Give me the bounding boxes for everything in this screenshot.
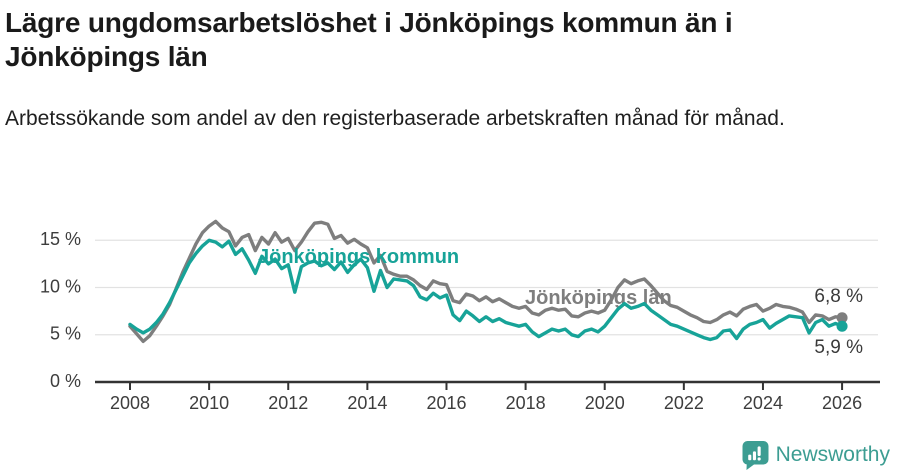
x-tick-label: 2018 bbox=[506, 393, 546, 413]
y-tick-label: 5 % bbox=[50, 324, 81, 344]
series-line-j-nk-pings-kommun bbox=[128, 238, 844, 342]
series-end-dot-j-nk-pings-l-n bbox=[836, 312, 848, 324]
x-tick-label: 2012 bbox=[268, 393, 308, 413]
series-line-j-nk-pings-l-n bbox=[128, 219, 844, 344]
series-end-value-label: 5,9 % bbox=[814, 337, 863, 358]
series-label: Jönköpings län bbox=[525, 287, 672, 309]
x-tick-label: 2008 bbox=[110, 393, 150, 413]
x-tick-label: 2014 bbox=[347, 393, 387, 413]
y-tick-label: 0 % bbox=[50, 371, 81, 391]
series-end-value-label: 6,8 % bbox=[814, 286, 863, 307]
y-tick-label: 15 % bbox=[40, 229, 81, 249]
page-title: Lägre ungdomsarbetslöshet i Jönköpings k… bbox=[5, 7, 733, 73]
x-tick-label: 2024 bbox=[743, 393, 783, 413]
series-label: Jönköpings kommun bbox=[258, 246, 459, 268]
newsworthy-logo[interactable]: Newsworthy bbox=[742, 440, 890, 470]
newsworthy-brand-text: Newsworthy bbox=[775, 443, 890, 466]
newsworthy-logo-icon bbox=[742, 440, 769, 470]
x-tick-label: 2022 bbox=[664, 393, 704, 413]
x-tick-label: 2026 bbox=[822, 393, 862, 413]
x-tick-label: 2010 bbox=[189, 393, 229, 413]
x-tick-label: 2016 bbox=[426, 393, 466, 413]
y-tick-label: 10 % bbox=[40, 276, 81, 296]
series-end-dot-j-nk-pings-kommun bbox=[836, 320, 848, 332]
chart-subtitle: Arbetssökande som andel av den registerb… bbox=[5, 107, 785, 130]
x-tick-label: 2020 bbox=[585, 393, 625, 413]
